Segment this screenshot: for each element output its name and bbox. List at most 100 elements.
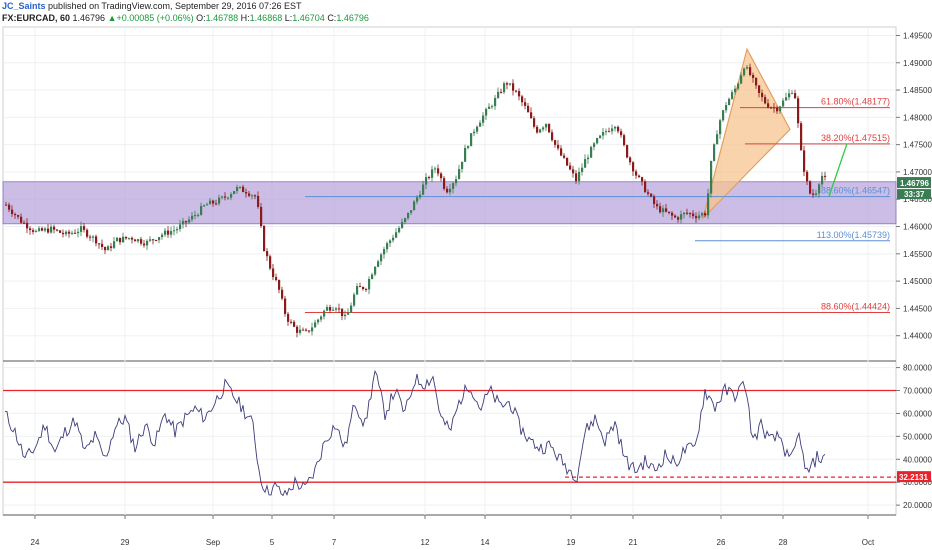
- candle-body: [170, 231, 173, 235]
- candle-body: [779, 106, 782, 112]
- price-tick-label: 1.45500: [903, 250, 932, 259]
- candle-body: [380, 254, 383, 262]
- candle-body: [152, 239, 155, 241]
- candle-body: [122, 236, 125, 243]
- rsi-pane-frame: [2, 360, 897, 516]
- candle-body: [653, 196, 656, 205]
- candle-body: [470, 133, 473, 147]
- candle-body: [551, 132, 554, 141]
- rsi-tick-label: 20.0000: [903, 501, 932, 510]
- candle-body: [185, 220, 188, 223]
- last-price-tag: 1.46796: [900, 179, 929, 188]
- candle-body: [266, 251, 269, 257]
- candle-body: [77, 231, 80, 234]
- candle-body: [404, 218, 407, 222]
- candle-body: [788, 93, 791, 98]
- candle-body: [806, 171, 809, 182]
- candle-body: [362, 287, 365, 290]
- candle-body: [809, 181, 812, 194]
- candle-body: [590, 146, 593, 158]
- publish-info: published on TradingView.com, September …: [48, 1, 302, 11]
- candle-body: [278, 279, 281, 290]
- candle-body: [305, 329, 308, 331]
- candle-body: [548, 123, 551, 133]
- candle-body: [791, 93, 794, 95]
- candle-body: [212, 200, 215, 204]
- candle-body: [113, 241, 116, 248]
- candle-body: [677, 217, 680, 220]
- candle-body: [581, 167, 584, 172]
- candle-body: [173, 230, 176, 232]
- candle-body: [26, 222, 29, 229]
- candle-body: [134, 239, 137, 242]
- candle-body: [347, 312, 350, 315]
- price-tick-label: 1.44000: [903, 332, 932, 341]
- candle-body: [644, 181, 647, 193]
- candle-body: [614, 126, 617, 129]
- rsi-tick-label: 80.0000: [903, 364, 932, 373]
- candle-body: [209, 200, 212, 205]
- candle-body: [707, 193, 710, 216]
- candle-body: [695, 216, 698, 219]
- candle-body: [515, 90, 518, 92]
- rsi-tick-label: 30.0000: [903, 478, 932, 487]
- candle-body: [770, 107, 773, 109]
- candle-body: [320, 316, 323, 320]
- candle-body: [647, 192, 650, 194]
- candle-body: [332, 309, 335, 311]
- candle-body: [80, 226, 83, 232]
- candle-body: [146, 240, 149, 246]
- candle-body: [545, 123, 548, 128]
- candle-body: [692, 213, 695, 217]
- rsi-tick-label: 70.0000: [903, 387, 932, 396]
- candle-body: [263, 225, 266, 252]
- low-value: 1.46704: [292, 13, 325, 23]
- candle-body: [749, 67, 752, 76]
- candle-body: [83, 226, 86, 230]
- candle-body: [671, 212, 674, 216]
- time-tick-label: 12: [421, 538, 430, 547]
- candle-body: [797, 98, 800, 124]
- candle-body: [455, 179, 458, 184]
- candle-body: [704, 213, 707, 216]
- candle-body: [200, 206, 203, 215]
- candle-body: [539, 129, 542, 133]
- candle-body: [761, 93, 764, 98]
- candle-body: [497, 91, 500, 98]
- candle-body: [716, 134, 719, 145]
- open-value: 1.46788: [205, 13, 239, 23]
- candle-body: [230, 194, 233, 198]
- time-tick-label: 29: [121, 538, 130, 547]
- candle-body: [650, 193, 653, 197]
- author-link[interactable]: JC_Saints: [2, 1, 46, 11]
- candle-body: [440, 173, 443, 179]
- candle-body: [785, 97, 788, 101]
- candle-body: [665, 208, 668, 212]
- candle-body: [62, 232, 65, 235]
- candle-body: [518, 91, 521, 97]
- candle-body: [296, 326, 299, 333]
- last-price: 1.46796: [72, 13, 106, 23]
- time-tick-label: 14: [481, 538, 490, 547]
- candle-body: [668, 211, 671, 213]
- candle-body: [110, 246, 113, 248]
- candle-body: [638, 175, 641, 178]
- candle-body: [353, 294, 356, 306]
- candle-body: [356, 286, 359, 295]
- candle-body: [92, 236, 95, 238]
- candle-body: [314, 322, 317, 328]
- candle-body: [359, 286, 362, 288]
- candle-body: [536, 126, 539, 133]
- candle-body: [116, 237, 119, 242]
- candle-body: [530, 112, 533, 119]
- candle-body: [575, 173, 578, 182]
- candle-body: [326, 307, 329, 311]
- candle-body: [254, 195, 257, 197]
- candle-body: [479, 122, 482, 127]
- candle-body: [194, 215, 197, 217]
- candle-body: [626, 145, 629, 158]
- time-tick-label: 19: [567, 538, 576, 547]
- price-tick-label: 1.49500: [903, 31, 932, 40]
- candle-body: [815, 193, 818, 195]
